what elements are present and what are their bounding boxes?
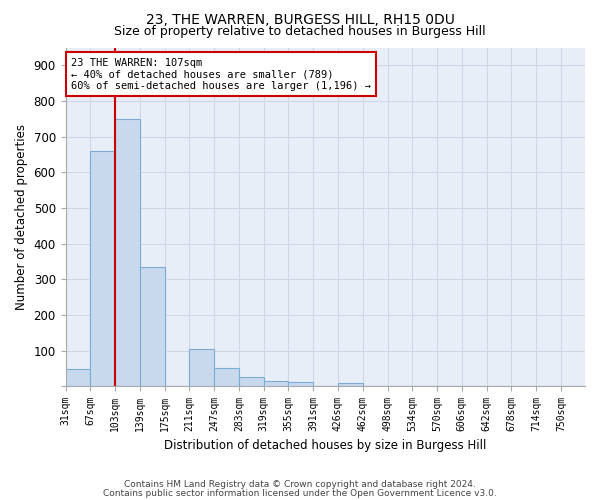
Bar (289, 382, 313, 386)
Text: 23 THE WARREN: 107sqm
← 40% of detached houses are smaller (789)
60% of semi-det: 23 THE WARREN: 107sqm ← 40% of detached … (71, 58, 371, 91)
Bar (90, 150, 115, 386)
Text: 23, THE WARREN, BURGESS HILL, RH15 0DU: 23, THE WARREN, BURGESS HILL, RH15 0DU (146, 12, 454, 26)
Text: Contains HM Land Registry data © Crown copyright and database right 2024.: Contains HM Land Registry data © Crown c… (124, 480, 476, 489)
Text: Size of property relative to detached houses in Burgess Hill: Size of property relative to detached ho… (114, 25, 486, 38)
Bar (214, 368, 239, 386)
Bar (338, 384, 363, 386)
Bar (239, 378, 263, 386)
Bar (263, 381, 289, 386)
Y-axis label: Number of detached properties: Number of detached properties (15, 124, 28, 310)
Bar (65, 369, 90, 386)
Bar (190, 349, 214, 386)
Bar (115, 119, 140, 386)
X-axis label: Distribution of detached houses by size in Burgess Hill: Distribution of detached houses by size … (164, 440, 487, 452)
Text: Contains public sector information licensed under the Open Government Licence v3: Contains public sector information licen… (103, 488, 497, 498)
Bar (140, 267, 164, 386)
